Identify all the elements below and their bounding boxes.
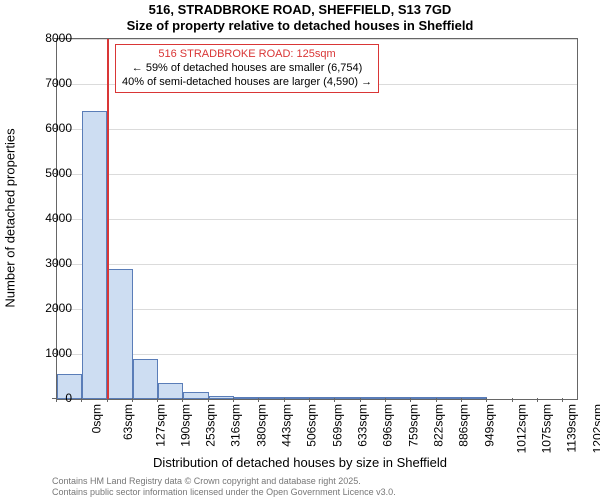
histogram-bar <box>183 392 208 399</box>
annotation-line1: ← 59% of detached houses are smaller (6,… <box>122 62 372 76</box>
chart-subtitle: Size of property relative to detached ho… <box>0 18 600 33</box>
marker-line <box>107 39 109 399</box>
x-tick-mark <box>309 398 310 402</box>
x-tick-mark <box>258 398 259 402</box>
plot-area: 516 STRADBROKE ROAD: 125sqm ← 59% of det… <box>56 38 578 400</box>
x-tick-label: 633sqm <box>356 404 370 447</box>
x-tick-mark <box>512 398 513 402</box>
x-tick-mark <box>81 398 82 402</box>
x-tick-mark <box>562 398 563 402</box>
histogram-bar <box>158 383 183 399</box>
y-tick-mark <box>52 83 56 84</box>
histogram-bar <box>234 397 259 399</box>
histogram-bar <box>285 397 310 399</box>
annotation-box: 516 STRADBROKE ROAD: 125sqm ← 59% of det… <box>115 44 379 93</box>
x-tick-mark <box>182 398 183 402</box>
x-tick-label: 127sqm <box>154 404 168 447</box>
y-tick-mark <box>52 173 56 174</box>
x-tick-label: 190sqm <box>179 404 193 447</box>
x-tick-mark <box>360 398 361 402</box>
x-tick-mark <box>233 398 234 402</box>
x-tick-label: 63sqm <box>121 404 135 440</box>
grid-line <box>57 219 577 220</box>
y-axis-label: Number of detached properties <box>3 128 18 307</box>
y-tick-mark <box>52 353 56 354</box>
x-tick-label: 506sqm <box>305 404 319 447</box>
grid-line <box>57 264 577 265</box>
grid-line <box>57 174 577 175</box>
histogram-bar <box>335 397 360 399</box>
histogram-bar <box>209 396 234 399</box>
x-tick-mark <box>385 398 386 402</box>
x-tick-label: 380sqm <box>255 404 269 447</box>
x-tick-mark <box>208 398 209 402</box>
x-tick-mark <box>436 398 437 402</box>
marker-label: 516 STRADBROKE ROAD: 125sqm <box>122 48 372 62</box>
x-tick-label: 1202sqm <box>590 404 600 453</box>
histogram-bar <box>108 269 133 400</box>
x-tick-label: 253sqm <box>204 404 218 447</box>
x-tick-mark <box>132 398 133 402</box>
attribution: Contains HM Land Registry data © Crown c… <box>52 476 396 498</box>
histogram-bar <box>259 397 284 399</box>
histogram-bar <box>82 111 107 399</box>
x-tick-mark <box>410 398 411 402</box>
x-tick-label: 759sqm <box>406 404 420 447</box>
histogram-bar <box>310 397 335 399</box>
x-tick-mark <box>486 398 487 402</box>
grid-line <box>57 39 577 40</box>
x-tick-label: 696sqm <box>381 404 395 447</box>
x-tick-label: 569sqm <box>330 404 344 447</box>
grid-line <box>57 354 577 355</box>
histogram-bar <box>133 359 158 400</box>
y-tick-mark <box>52 263 56 264</box>
y-tick-mark <box>52 128 56 129</box>
y-tick-mark <box>52 38 56 39</box>
annotation-line2: 40% of semi-detached houses are larger (… <box>122 76 372 90</box>
histogram-bar <box>411 397 436 399</box>
x-tick-mark <box>334 398 335 402</box>
x-tick-mark <box>284 398 285 402</box>
attribution-line1: Contains HM Land Registry data © Crown c… <box>52 476 396 487</box>
histogram-bar <box>462 397 487 399</box>
x-tick-label: 1139sqm <box>564 404 578 452</box>
x-tick-label: 0sqm <box>89 404 103 433</box>
x-tick-mark <box>461 398 462 402</box>
x-axis-label: Distribution of detached houses by size … <box>0 455 600 470</box>
histogram-bar <box>386 397 411 399</box>
grid-line <box>57 309 577 310</box>
x-tick-label: 316sqm <box>229 404 243 447</box>
grid-line <box>57 129 577 130</box>
chart-container: 516, STRADBROKE ROAD, SHEFFIELD, S13 7GD… <box>0 0 600 500</box>
chart-title: 516, STRADBROKE ROAD, SHEFFIELD, S13 7GD <box>0 2 600 17</box>
x-tick-label: 1075sqm <box>539 404 553 453</box>
histogram-bar <box>437 397 462 399</box>
y-tick-mark <box>52 218 56 219</box>
x-tick-label: 886sqm <box>457 404 471 447</box>
histogram-bar <box>361 397 386 399</box>
x-tick-label: 949sqm <box>482 404 496 447</box>
x-tick-label: 1012sqm <box>514 404 528 453</box>
attribution-line2: Contains public sector information licen… <box>52 487 396 498</box>
x-tick-mark <box>56 398 57 402</box>
x-tick-mark <box>157 398 158 402</box>
y-tick-mark <box>52 308 56 309</box>
x-tick-label: 443sqm <box>280 404 294 447</box>
x-tick-label: 822sqm <box>432 404 446 447</box>
x-tick-mark <box>537 398 538 402</box>
